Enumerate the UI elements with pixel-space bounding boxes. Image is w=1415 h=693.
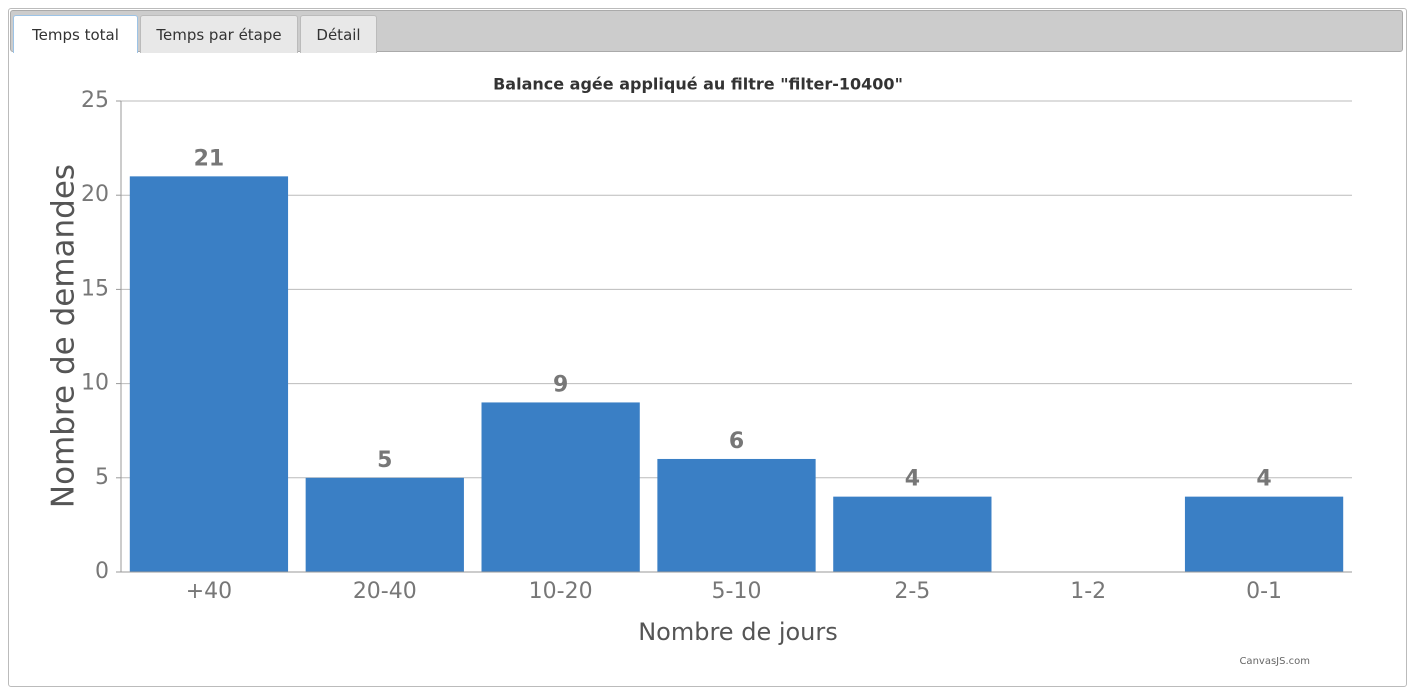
x-axis-label: Nombre de jours: [638, 618, 838, 646]
y-tick-label: 0: [95, 559, 109, 584]
x-tick-label: 0-1: [1246, 579, 1282, 604]
bar: [481, 402, 640, 572]
data-label: 5: [377, 448, 392, 473]
bar: [1184, 496, 1344, 572]
data-label: 6: [729, 429, 744, 454]
x-tick-label: 5-10: [712, 579, 762, 604]
bar: [129, 176, 289, 573]
x-tick-label: +40: [186, 579, 232, 604]
x-tick-label: 20-40: [353, 579, 417, 604]
data-label: 4: [1256, 467, 1271, 492]
x-tick-label: 2-5: [894, 579, 930, 604]
bar: [657, 458, 816, 572]
x-tick-label: 1-2: [1070, 579, 1106, 604]
y-tick-label: 15: [81, 276, 109, 301]
data-label: 9: [553, 372, 568, 397]
data-label: 4: [905, 467, 920, 492]
tab[interactable]: Temps par étape: [140, 15, 298, 53]
bar: [833, 496, 992, 572]
bar: [305, 477, 464, 572]
chart-title: Balance agée appliqué au filtre "filter-…: [493, 75, 903, 94]
tab[interactable]: Temps total: [13, 15, 138, 53]
y-tick-label: 25: [81, 88, 109, 113]
panel: [8, 8, 1407, 687]
y-axis-label: Nombre de demandes: [46, 164, 82, 508]
y-tick-label: 10: [81, 371, 109, 396]
y-tick-label: 20: [81, 182, 109, 207]
tab[interactable]: Détail: [300, 15, 377, 53]
data-label: 21: [194, 146, 225, 171]
y-tick-label: 5: [95, 465, 109, 490]
credit: CanvasJS.com: [1239, 656, 1310, 667]
tab-bar: Temps total Temps par étape Détail: [10, 10, 1403, 53]
x-tick-label: 10-20: [529, 579, 593, 604]
